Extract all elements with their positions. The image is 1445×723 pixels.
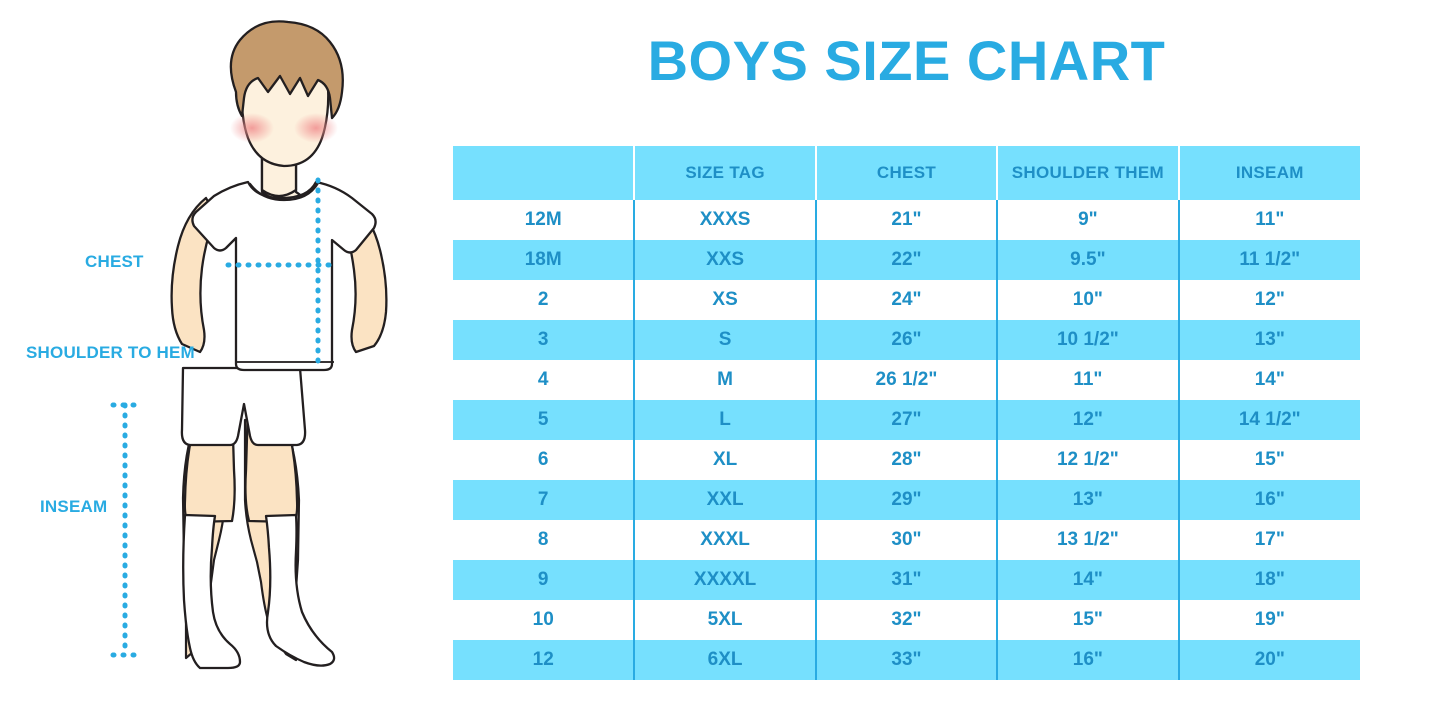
column-header-size (453, 146, 634, 200)
table-cell: 18" (1177, 560, 1360, 600)
table-row: 2 XS 24" 10" 12" (453, 280, 1360, 320)
table-row: 9 XXXXL 31" 14" 18" (453, 560, 1360, 600)
table-cell: 8 (537, 529, 549, 550)
table-cell: 3 (537, 329, 549, 350)
table-cell: 28" (814, 440, 998, 480)
tshirt (191, 180, 377, 372)
table-cell: XXXS (633, 200, 816, 240)
table-cell: 15" (996, 600, 1179, 640)
table-cell: 31" (814, 560, 998, 600)
table-row: 10 5XL 32" 15" 19" (453, 600, 1360, 640)
table-cell: M (633, 360, 816, 400)
table-cell: 14" (996, 560, 1179, 600)
boy-figure-illustration (110, 20, 388, 670)
table-cell: 14 1/2" (1177, 400, 1360, 440)
table-cell: 9 (537, 569, 549, 590)
table-cell: 19" (1177, 600, 1360, 640)
table-cell: 5 (537, 409, 549, 430)
table-cell: 10 (532, 609, 554, 630)
table-body: 12M XXXS 21" 9" 11" 18M XXS 22" 9.5" 11 1/2" 2 XS 24… (453, 200, 1360, 680)
table-cell: 33" (814, 640, 998, 680)
blush-left (230, 113, 274, 143)
table-cell: XL (633, 440, 816, 480)
table-cell: 12M (524, 209, 562, 230)
column-header-shoulder-them: SHOULDER THEM (996, 146, 1179, 200)
table-cell: 10 1/2" (996, 320, 1179, 360)
table-cell: 16" (996, 640, 1179, 680)
table-row: 4 M 26 1/2" 11" 14" (453, 360, 1360, 400)
table-cell: 20" (1177, 640, 1360, 680)
table-cell: XS (633, 280, 816, 320)
shoulder-to-hem-label: SHOULDER TO HEM (26, 343, 195, 362)
table-cell: 30" (814, 520, 998, 560)
table-cell: 15" (1177, 440, 1360, 480)
table-cell: 10" (996, 280, 1179, 320)
table-cell: 13 1/2" (996, 520, 1179, 560)
chest-label: CHEST (85, 252, 144, 271)
table-cell: XXXL (633, 520, 816, 560)
table-cell: L (633, 400, 816, 440)
table-cell: 4 (537, 369, 549, 390)
table-cell: 32" (814, 600, 998, 640)
table-row: 7 XXL 29" 13" 16" (453, 480, 1360, 520)
table-cell: 26" (814, 320, 998, 360)
table-row: 12M XXXS 21" 9" 11" (453, 200, 1360, 240)
column-header-inseam: INSEAM (1177, 146, 1360, 200)
table-cell: 6 (537, 449, 549, 470)
table-cell: XXL (633, 480, 816, 520)
table-row: 8 XXXL 30" 13 1/2" 17" (453, 520, 1360, 560)
table-cell: 13" (1177, 320, 1360, 360)
table-cell: 11" (1177, 200, 1360, 240)
table-header: SIZE TAG CHEST SHOULDER THEM INSEAM (453, 146, 1360, 200)
blush-right (294, 113, 338, 143)
table-cell: 12 (532, 649, 554, 670)
table-cell: 6XL (633, 640, 816, 680)
table-cell: 24" (814, 280, 998, 320)
table-cell: 11 1/2" (1177, 240, 1360, 280)
table-cell: XXS (633, 240, 816, 280)
table-row: 6 XL 28" 12 1/2" 15" (453, 440, 1360, 480)
shorts (180, 366, 307, 447)
table-row: 3 S 26" 10 1/2" 13" (453, 320, 1360, 360)
table-cell: 2 (537, 289, 549, 310)
table-cell: 16" (1177, 480, 1360, 520)
table-cell: 11" (996, 360, 1179, 400)
size-chart-table: SIZE TAG CHEST SHOULDER THEM INSEAM 12M XXXS… (453, 146, 1360, 680)
table-cell: 9" (996, 200, 1179, 240)
table-cell: 12 1/2" (996, 440, 1179, 480)
table-cell: 12" (996, 400, 1179, 440)
table-row: 18M XXS 22" 9.5" 11 1/2" (453, 240, 1360, 280)
hair (229, 20, 344, 120)
table-cell: 9.5" (996, 240, 1179, 280)
column-header-chest: CHEST (814, 146, 998, 200)
collar (248, 181, 320, 202)
socks-and-feet (182, 513, 336, 670)
inseam-label: INSEAM (40, 497, 108, 516)
table-cell: 21" (814, 200, 998, 240)
table-cell: 7 (537, 489, 549, 510)
table-cell: 22" (814, 240, 998, 280)
table-cell: S (633, 320, 816, 360)
table-cell: 13" (996, 480, 1179, 520)
table-cell: 17" (1177, 520, 1360, 560)
table-cell: 29" (814, 480, 998, 520)
table-cell: 26 1/2" (814, 360, 998, 400)
table-cell: 5XL (633, 600, 816, 640)
column-header-size-tag: SIZE TAG (633, 146, 816, 200)
table-cell: 18M (524, 249, 562, 270)
table-cell: XXXXL (633, 560, 816, 600)
table-cell: 14" (1177, 360, 1360, 400)
page-title: BOYS SIZE CHART (647, 29, 1166, 92)
table-row: 5 L 27" 12" 14 1/2" (453, 400, 1360, 440)
table-cell: 12" (1177, 280, 1360, 320)
table-cell: 27" (814, 400, 998, 440)
table-header-row: SIZE TAG CHEST SHOULDER THEM INSEAM (453, 146, 1360, 200)
table-row: 12 6XL 33" 16" 20" (453, 640, 1360, 680)
